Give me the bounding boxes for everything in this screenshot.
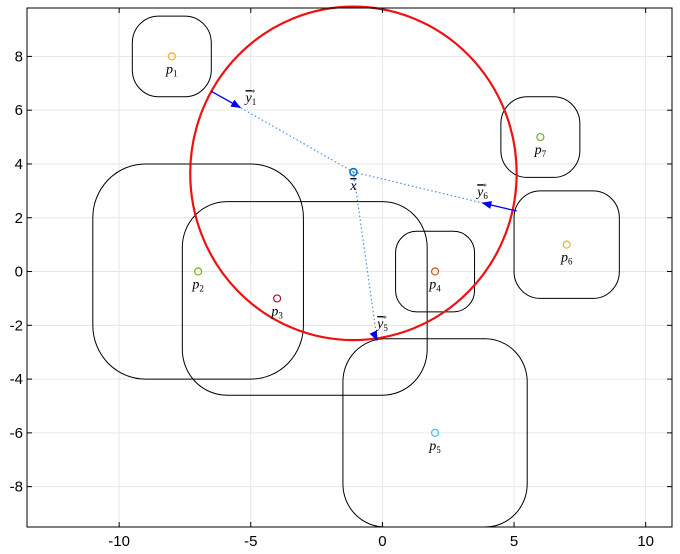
x-tick-label-0: 0 [378, 533, 386, 550]
label-y1: y1* [244, 88, 257, 107]
y-tick-label--6: -6 [10, 425, 23, 442]
arrow-y6 [481, 201, 517, 212]
tick-labels: -10 -5 0 5 10 -8 -6 -4 -2 0 2 4 6 8 [10, 48, 654, 550]
y-tick-label--4: -4 [10, 371, 23, 388]
point-labels: p1 p2 p3 p4 p5 p6 p7 x y1* y5* y6* [165, 62, 573, 454]
connector-y1 [239, 106, 354, 173]
uncertainty-boxes [92, 15, 620, 528]
direction-arrows [210, 90, 517, 342]
arrow-y1 [210, 90, 242, 109]
y-tick-label--8: -8 [10, 479, 23, 496]
region-box-p4 [395, 230, 476, 313]
region-box-p3 [181, 201, 428, 396]
label-p4: p4 [428, 278, 441, 294]
y-tick-label-8: 8 [15, 48, 23, 65]
y-tick-label--2: -2 [10, 317, 23, 334]
y-tick-label-4: 4 [15, 156, 23, 173]
enclosing-circle [189, 5, 518, 342]
point-p1 [167, 52, 176, 61]
label-center: x [349, 179, 357, 194]
connector-y5 [352, 171, 378, 341]
label-y6: y6* [475, 182, 488, 201]
point-p4 [430, 267, 440, 276]
arrow-y5 [369, 330, 378, 342]
label-p3: p3 [270, 304, 283, 320]
y-tick-label-6: 6 [15, 102, 23, 119]
label-p6: p6 [560, 251, 573, 267]
connector-y6 [353, 171, 483, 204]
axes-box [26, 7, 673, 528]
region-box-p6 [513, 190, 620, 299]
grid-lines [27, 8, 672, 527]
x-tick-label--5: -5 [244, 533, 257, 550]
axes-frame [26, 7, 673, 528]
y-tick-label-2: 2 [15, 210, 23, 227]
point-p3 [273, 294, 282, 303]
y-tick-label-0: 0 [15, 264, 23, 281]
region-box-p7 [500, 96, 581, 178]
x-tick-label-10: 10 [637, 533, 654, 550]
region-box-p2 [92, 163, 304, 380]
label-p2: p2 [191, 278, 204, 294]
point-p6 [562, 240, 571, 249]
x-tick-label--10: -10 [108, 533, 130, 550]
point-p5 [430, 428, 440, 437]
point-p2 [194, 267, 203, 276]
label-y5: y5* [375, 314, 388, 333]
data-points [167, 52, 571, 437]
label-p7: p7 [534, 143, 547, 159]
region-box-p1 [131, 15, 212, 98]
point-center [349, 167, 358, 177]
dotted-connectors [239, 106, 483, 341]
label-p5: p5 [428, 439, 441, 455]
label-p1: p1 [165, 62, 178, 78]
point-p7 [536, 132, 545, 142]
enclosing-circle-outline [189, 5, 518, 342]
x-tick-label-5: 5 [510, 533, 518, 550]
